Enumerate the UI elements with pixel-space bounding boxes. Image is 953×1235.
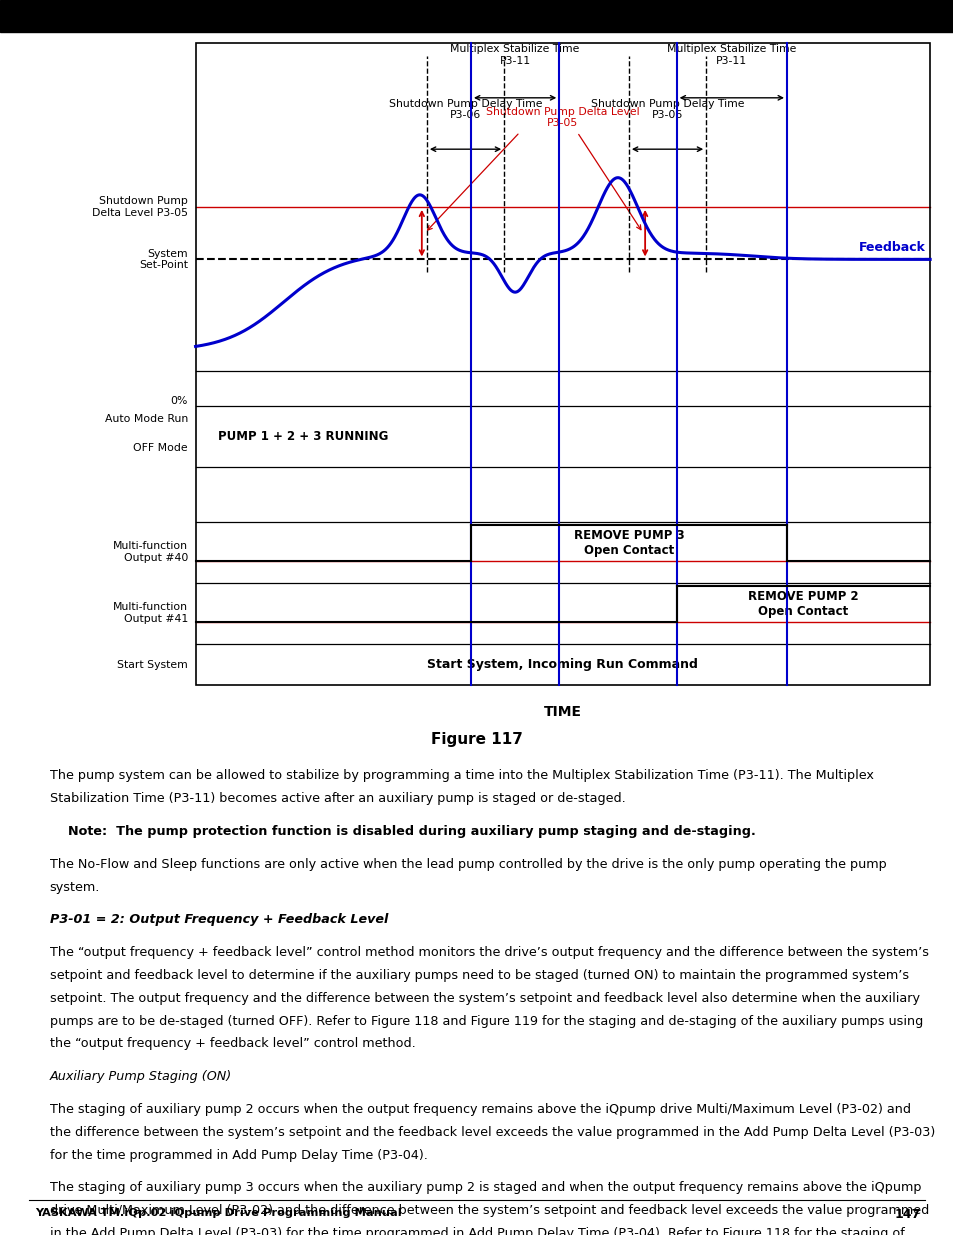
Text: Shutdown Pump Delta Level
P3-05: Shutdown Pump Delta Level P3-05	[485, 106, 639, 128]
Text: setpoint and feedback level to determine if the auxiliary pumps need to be stage: setpoint and feedback level to determine…	[50, 969, 908, 982]
Text: Figure 117: Figure 117	[431, 732, 522, 747]
Text: REMOVE PUMP 3
Open Contact: REMOVE PUMP 3 Open Contact	[573, 530, 683, 557]
Text: The No-Flow and Sleep functions are only active when the lead pump controlled by: The No-Flow and Sleep functions are only…	[50, 858, 885, 871]
Text: Multiplex Stabilize Time
P3-11: Multiplex Stabilize Time P3-11	[450, 44, 579, 65]
Text: in the Add Pump Delta Level (P3-03) for the time programmed in Add Pump Delay Ti: in the Add Pump Delta Level (P3-03) for …	[50, 1228, 903, 1235]
Text: Multi-function
Output #40: Multi-function Output #40	[112, 541, 188, 563]
Text: REMOVE PUMP 2
Open Contact: REMOVE PUMP 2 Open Contact	[747, 590, 858, 619]
Text: The staging of auxiliary pump 3 occurs when the auxiliary pump 2 is staged and w: The staging of auxiliary pump 3 occurs w…	[50, 1181, 921, 1194]
Text: TIME: TIME	[543, 705, 581, 719]
Text: Start System: Start System	[117, 659, 188, 669]
Text: Feedback: Feedback	[858, 242, 924, 254]
Text: 147: 147	[893, 1208, 920, 1221]
Text: Multiplex Stabilize Time
P3-11: Multiplex Stabilize Time P3-11	[666, 44, 796, 65]
Text: P3-01 = 2: Output Frequency + Feedback Level: P3-01 = 2: Output Frequency + Feedback L…	[50, 914, 388, 926]
Text: Shutdown Pump
Delta Level P3-05: Shutdown Pump Delta Level P3-05	[91, 196, 188, 217]
Text: Stabilization Time (P3-11) becomes active after an auxiliary pump is staged or d: Stabilization Time (P3-11) becomes activ…	[50, 793, 625, 805]
Text: The “output frequency + feedback level” control method monitors the drive’s outp: The “output frequency + feedback level” …	[50, 946, 927, 960]
Text: the “output frequency + feedback level” control method.: the “output frequency + feedback level” …	[50, 1037, 415, 1051]
Text: Note:  The pump protection function is disabled during auxiliary pump staging an: Note: The pump protection function is di…	[50, 825, 755, 839]
Text: Shutdown Pump Delay Time
P3-06: Shutdown Pump Delay Time P3-06	[389, 99, 541, 120]
Text: Start System, Incoming Run Command: Start System, Incoming Run Command	[427, 658, 698, 671]
Text: PUMP 1 + 2 + 3 RUNNING: PUMP 1 + 2 + 3 RUNNING	[217, 430, 388, 443]
Bar	[195, 43, 929, 685]
Text: OFF Mode: OFF Mode	[133, 442, 188, 453]
Text: the difference between the system’s setpoint and the feedback level exceeds the : the difference between the system’s setp…	[50, 1126, 934, 1139]
Text: Auto Mode Run: Auto Mode Run	[105, 414, 188, 424]
Text: for the time programmed in Add Pump Delay Time (P3-04).: for the time programmed in Add Pump Dela…	[50, 1149, 427, 1162]
Text: YASKAWA TM.iQp.02 iQpump Drive Programming Manual: YASKAWA TM.iQp.02 iQpump Drive Programmi…	[35, 1208, 401, 1218]
Text: Multi-function
Output #41: Multi-function Output #41	[112, 603, 188, 624]
Text: pumps are to be de-staged (turned OFF). Refer to Figure 118 and Figure 119 for t: pumps are to be de-staged (turned OFF). …	[50, 1015, 922, 1028]
Text: The pump system can be allowed to stabilize by programming a time into the Multi: The pump system can be allowed to stabil…	[50, 769, 873, 783]
Text: Shutdown Pump Delay Time
P3-06: Shutdown Pump Delay Time P3-06	[590, 99, 743, 120]
Text: The staging of auxiliary pump 2 occurs when the output frequency remains above t: The staging of auxiliary pump 2 occurs w…	[50, 1103, 910, 1116]
Text: drive Multi/Maximum Level (P3-02) and the difference between the system’s setpoi: drive Multi/Maximum Level (P3-02) and th…	[50, 1204, 928, 1218]
Text: setpoint. The output frequency and the difference between the system’s setpoint : setpoint. The output frequency and the d…	[50, 992, 919, 1005]
Text: System
Set-Point: System Set-Point	[139, 248, 188, 270]
Text: system.: system.	[50, 881, 100, 894]
Text: 0%: 0%	[171, 395, 188, 406]
Text: Auxiliary Pump Staging (ON): Auxiliary Pump Staging (ON)	[50, 1070, 232, 1083]
Bar	[0, 0, 953, 32]
